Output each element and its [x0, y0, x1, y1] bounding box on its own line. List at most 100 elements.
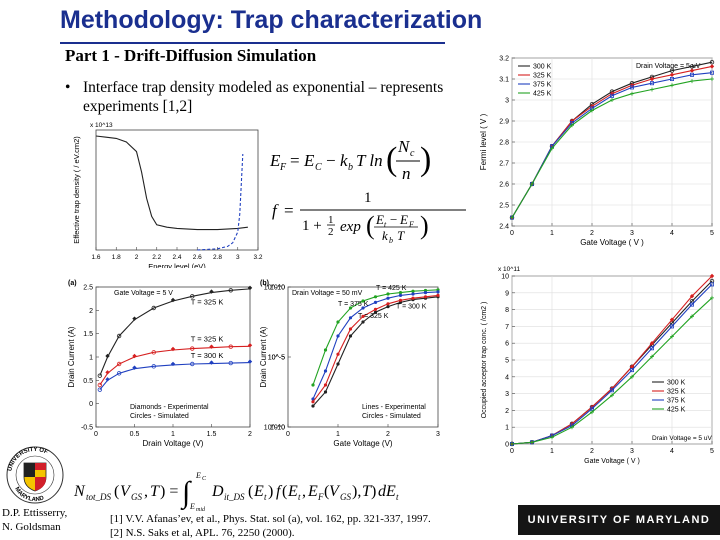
svg-text:t: t	[298, 492, 301, 502]
data-point	[630, 374, 634, 379]
data-point	[689, 302, 694, 307]
x-tick-label: 4	[670, 230, 674, 237]
x-tick-label: 4	[670, 448, 674, 455]
svg-text:−: −	[390, 212, 397, 227]
svg-text:1 +: 1 +	[302, 218, 322, 234]
data-point	[630, 91, 634, 96]
data-point	[709, 70, 714, 75]
svg-text:T: T	[362, 483, 372, 500]
data-point	[190, 346, 195, 351]
svg-text:(: (	[366, 211, 375, 240]
series-label: T = 325 K	[191, 335, 224, 344]
data-point	[311, 404, 315, 408]
annotation: Drain Voltage = 5 uV	[652, 435, 712, 442]
y-tick-label: 2.4	[499, 224, 509, 231]
svg-text:t: t	[384, 220, 387, 229]
occupied-acceptor-chart: 0 1 2 3 4 5 0 1 2 3 4 5 6 7 8 9 10 Gate Voltage ( V ) Occu…	[476, 262, 720, 467]
svg-text:E: E	[399, 212, 408, 227]
x-axis-label: Gate Voltage (V)	[333, 439, 392, 448]
bullet-text: Interface trap density modeled as expone…	[83, 79, 444, 115]
data-point	[209, 289, 214, 294]
data-point	[361, 320, 365, 324]
y-tick-label: 10^0	[270, 285, 285, 292]
svg-text:exp: exp	[340, 219, 361, 235]
y-tick-label: 6	[505, 341, 509, 348]
x-tick-label: 2.6	[193, 254, 202, 261]
author-line-2: N. Goldsman	[2, 521, 61, 533]
x-tick-label: 3	[630, 230, 634, 237]
data-point	[629, 85, 634, 90]
y-tick-label: 10^-5	[268, 355, 285, 362]
data-point	[116, 371, 122, 376]
y-tick-label: 10^-5	[268, 355, 285, 362]
data-point	[190, 361, 195, 367]
svg-text:k: k	[382, 228, 388, 243]
data-point	[709, 282, 714, 287]
svg-text:k: k	[340, 151, 348, 170]
svg-text:D: D	[211, 483, 224, 500]
data-point	[116, 361, 122, 367]
svg-text:E: E	[375, 212, 384, 227]
data-point	[649, 346, 654, 351]
y-tick-label: 2.8	[499, 140, 509, 147]
svg-text:F: F	[279, 162, 287, 173]
y-axis-label: Fermi level ( V )	[479, 113, 488, 170]
data-point	[629, 364, 635, 369]
x-tick-label: 1	[336, 431, 340, 438]
svg-text:N: N	[397, 137, 411, 156]
data-point	[170, 361, 176, 367]
fermi-level-chart: 0 1 2 3 4 5 2.4 2.5 2.6 2.7 2.8 2.9 3 3.1 3.2 Gate Volt…	[476, 50, 720, 248]
y-axis-label: Effective trap density ( / eV.cm2)	[72, 136, 81, 244]
data-point	[411, 292, 415, 296]
trap-density-chart: 1.6 1.8 2 2.2 2.4 2.6 2.8 3 3.2 Energy level (eV)…	[70, 118, 266, 268]
legend-label: 300 K	[667, 380, 686, 387]
svg-text:): )	[420, 141, 431, 178]
data-point	[311, 397, 315, 401]
svg-text:E: E	[303, 151, 315, 170]
data-point	[436, 293, 440, 297]
data-point	[228, 360, 233, 366]
svg-text:F: F	[408, 220, 414, 229]
data-point	[348, 316, 353, 320]
y-multiplier: x 10^13	[90, 122, 113, 129]
series-line	[197, 153, 244, 251]
svg-text:F: F	[317, 492, 324, 502]
data-point	[569, 118, 575, 124]
references: [1] V.V. Afanas’ev, et al., Phys. Stat. …	[110, 512, 431, 540]
x-tick-label: 0	[510, 230, 514, 237]
legend-label: 325 K	[667, 389, 686, 396]
svg-text:1: 1	[328, 214, 334, 226]
data-point	[361, 299, 365, 303]
series-label: T = 300 K	[396, 304, 427, 311]
data-point	[669, 76, 674, 81]
x-tick-label: 5	[710, 448, 714, 455]
data-point	[610, 393, 614, 398]
svg-text:): )	[420, 211, 429, 240]
svg-text:E: E	[195, 471, 201, 480]
svg-text:c: c	[410, 148, 415, 159]
series-label: T = 325 K	[358, 313, 389, 320]
svg-text:E: E	[253, 483, 264, 500]
svg-text:1: 1	[364, 190, 372, 206]
y-tick-label: 2.5	[83, 285, 93, 292]
data-point	[423, 291, 428, 295]
y-axis-label: Drain Current (A)	[67, 326, 76, 387]
data-point	[689, 68, 695, 73]
data-point	[670, 334, 674, 339]
data-point	[398, 291, 403, 295]
series-line	[95, 135, 248, 231]
data-point	[323, 390, 328, 394]
x-tick-label: 2.4	[172, 254, 181, 261]
data-point	[629, 368, 634, 373]
svg-text:): )	[268, 483, 273, 500]
svg-text:GS: GS	[340, 492, 351, 502]
x-tick-label: 2.8	[213, 254, 222, 261]
author-line-1: D.P. Ettisserry,	[2, 507, 68, 519]
x-tick-label: 2	[248, 431, 252, 438]
svg-text:f: f	[276, 483, 283, 500]
title-underline	[60, 42, 445, 44]
data-point	[132, 365, 137, 370]
data-point	[609, 388, 614, 393]
y-tick-label: 2.6	[499, 182, 509, 189]
svg-text:C: C	[315, 162, 322, 173]
